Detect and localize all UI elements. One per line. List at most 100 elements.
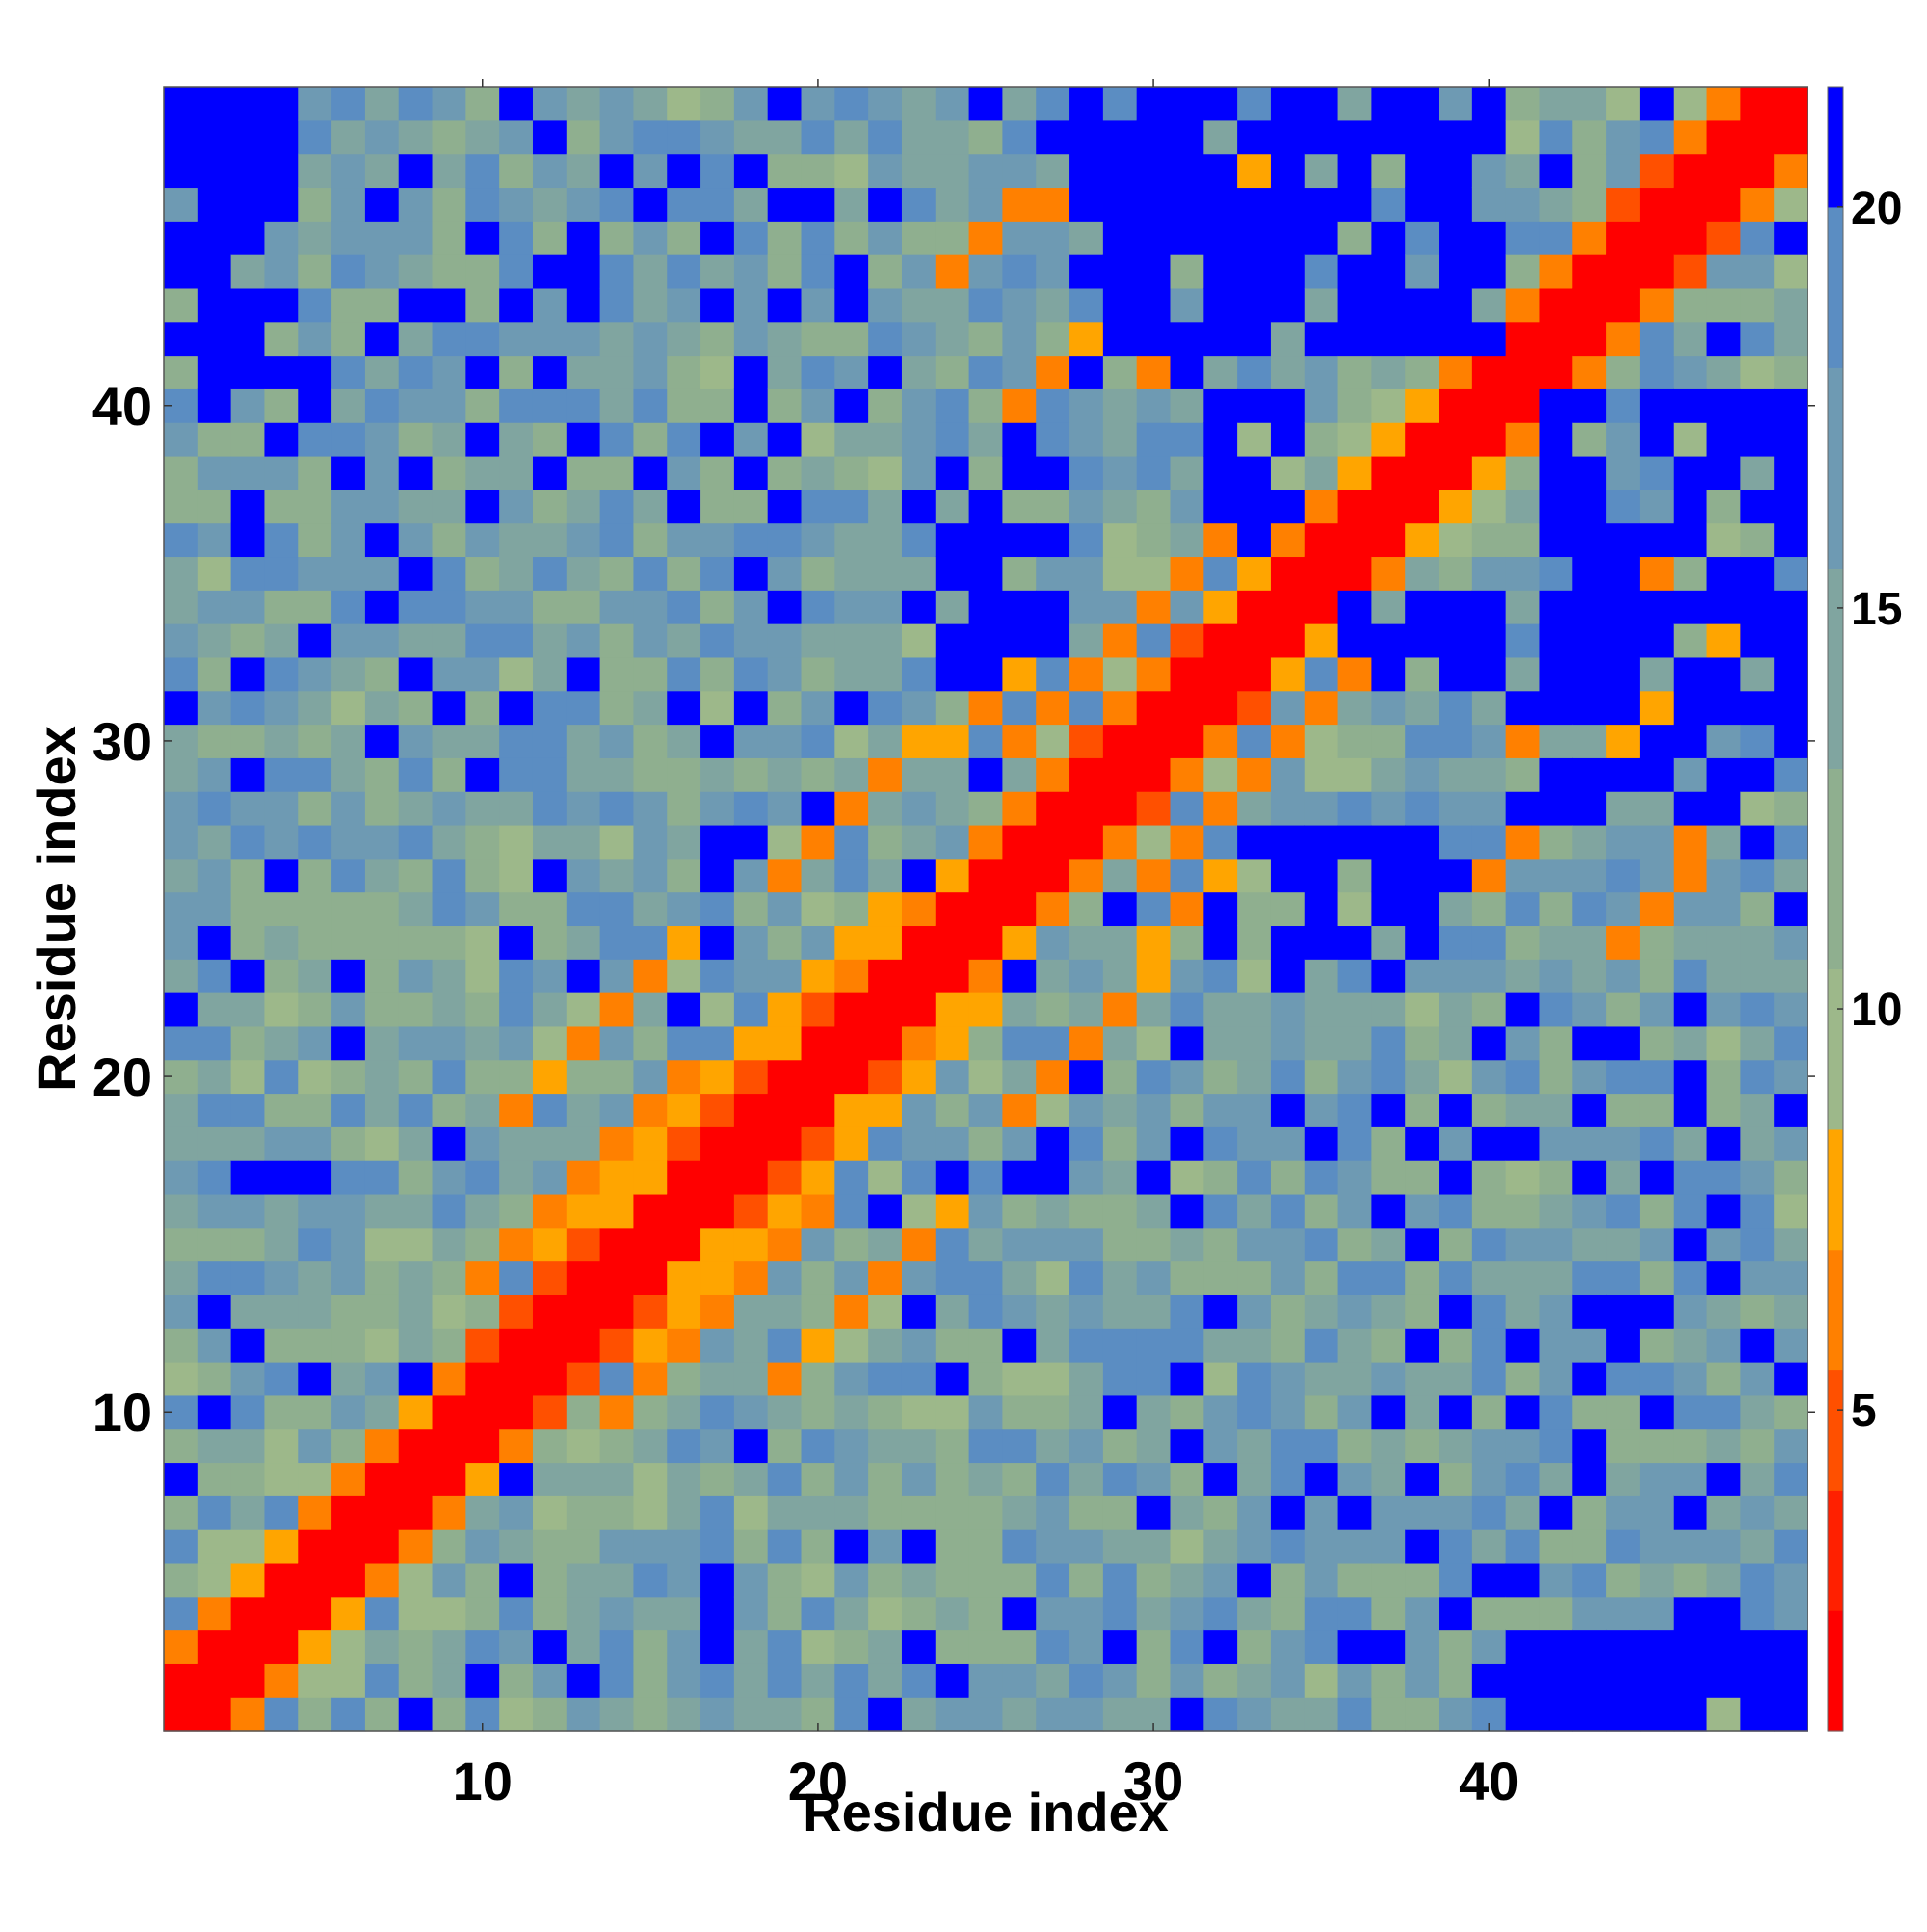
heatmap-cell <box>364 221 400 255</box>
colorbar-band <box>1828 568 1843 769</box>
heatmap-cell <box>1639 1529 1675 1564</box>
heatmap-cell <box>1337 1428 1372 1464</box>
heatmap-cell <box>1439 119 1473 155</box>
heatmap-cell <box>1606 1126 1641 1161</box>
heatmap-cell <box>1237 1629 1272 1664</box>
heatmap-cell <box>230 1362 266 1396</box>
heatmap-cell <box>1002 724 1037 758</box>
heatmap-cell <box>633 187 668 222</box>
heatmap-cell <box>1069 221 1104 255</box>
heatmap-cell <box>1639 187 1675 222</box>
heatmap-cell <box>801 422 835 457</box>
heatmap-cell <box>298 992 332 1027</box>
heatmap-cell <box>1002 1160 1037 1195</box>
heatmap-cell <box>667 1093 701 1127</box>
heatmap-cell <box>667 1495 701 1530</box>
heatmap-cell <box>1237 1093 1272 1127</box>
heatmap-cell <box>1270 221 1306 255</box>
heatmap-cell <box>264 959 299 993</box>
heatmap-cell <box>1069 254 1104 289</box>
heatmap-cell <box>1170 187 1204 222</box>
heatmap-cell <box>801 1126 835 1161</box>
heatmap-cell <box>834 522 869 558</box>
heatmap-cell <box>1740 287 1775 323</box>
heatmap-cell <box>1304 1697 1339 1732</box>
heatmap-cell <box>1572 858 1607 893</box>
heatmap-cell <box>499 590 534 624</box>
heatmap-cell <box>1639 623 1675 658</box>
heatmap-cell <box>767 925 803 960</box>
heatmap-cell <box>968 254 1004 289</box>
heatmap-cell <box>230 388 266 423</box>
heatmap-cell <box>1102 1428 1138 1464</box>
heatmap-cell <box>1036 690 1070 726</box>
heatmap-cell <box>1639 522 1675 558</box>
heatmap-cell <box>1304 1126 1339 1161</box>
heatmap-cell <box>1069 1462 1104 1496</box>
heatmap-cell <box>1706 153 1741 189</box>
heatmap-cell <box>499 1362 534 1396</box>
heatmap-cell <box>1170 1462 1204 1496</box>
heatmap-cell <box>197 522 232 558</box>
heatmap-cell <box>633 221 668 255</box>
heatmap-cell <box>1439 992 1473 1027</box>
heatmap-cell <box>331 1562 366 1598</box>
heatmap-cell <box>197 757 232 792</box>
heatmap-cell <box>633 1126 668 1161</box>
heatmap-cell <box>599 1126 635 1161</box>
heatmap-cell <box>599 254 635 289</box>
heatmap-cell <box>264 522 299 558</box>
heatmap-cell <box>1002 824 1037 860</box>
heatmap-cell <box>1270 1126 1306 1161</box>
heatmap-cell <box>1639 992 1675 1027</box>
heatmap-cell <box>1270 1495 1306 1530</box>
heatmap-cell <box>834 187 869 222</box>
heatmap-cell <box>1069 1328 1104 1363</box>
heatmap-cell <box>1371 959 1406 993</box>
heatmap-cell <box>1304 87 1339 121</box>
heatmap-cell <box>1203 1562 1238 1598</box>
heatmap-cell <box>1673 1227 1708 1262</box>
heatmap-cell <box>599 321 635 357</box>
heatmap-cell <box>1639 1394 1675 1430</box>
heatmap-cell <box>935 1193 970 1229</box>
heatmap-cell <box>1439 221 1473 255</box>
heatmap-cell <box>566 891 601 927</box>
heatmap-cell <box>901 187 937 222</box>
heatmap-cell <box>1774 87 1808 121</box>
heatmap-cell <box>1036 891 1070 927</box>
heatmap-cell <box>1439 1059 1473 1095</box>
colorbar-band <box>1828 1128 1843 1251</box>
heatmap-cell <box>599 858 635 893</box>
heatmap-cell <box>1136 858 1172 893</box>
heatmap-cell <box>1136 119 1172 155</box>
heatmap-cell <box>968 221 1004 255</box>
heatmap-cell <box>364 690 400 726</box>
heatmap-cell <box>1539 355 1573 389</box>
heatmap-cell <box>1706 187 1741 222</box>
heatmap-cell <box>1774 254 1808 289</box>
heatmap-cell <box>1471 355 1507 389</box>
heatmap-cell <box>1102 1227 1138 1262</box>
heatmap-cell <box>1069 1529 1104 1564</box>
heatmap-cell <box>1069 1663 1104 1698</box>
heatmap-cell <box>968 1529 1004 1564</box>
heatmap-cell <box>164 1093 198 1127</box>
heatmap-cell <box>499 1697 534 1732</box>
heatmap-cell <box>1102 1093 1138 1127</box>
heatmap-cell <box>767 388 803 423</box>
heatmap-cell <box>197 858 232 893</box>
heatmap-cell <box>667 1529 701 1564</box>
heatmap-cell <box>1505 791 1541 826</box>
heatmap-cell <box>1471 1025 1507 1061</box>
heatmap-cell <box>1136 1025 1172 1061</box>
heatmap-cell <box>1639 1462 1675 1496</box>
heatmap-cell <box>1706 1394 1741 1430</box>
heatmap-cell <box>901 1495 937 1530</box>
heatmap-cell <box>197 1596 232 1631</box>
heatmap-cell <box>197 1294 232 1329</box>
heatmap-cell <box>767 1562 803 1598</box>
heatmap-cell <box>1002 1328 1037 1363</box>
heatmap-cell <box>1740 891 1775 927</box>
heatmap-cell <box>733 87 769 121</box>
